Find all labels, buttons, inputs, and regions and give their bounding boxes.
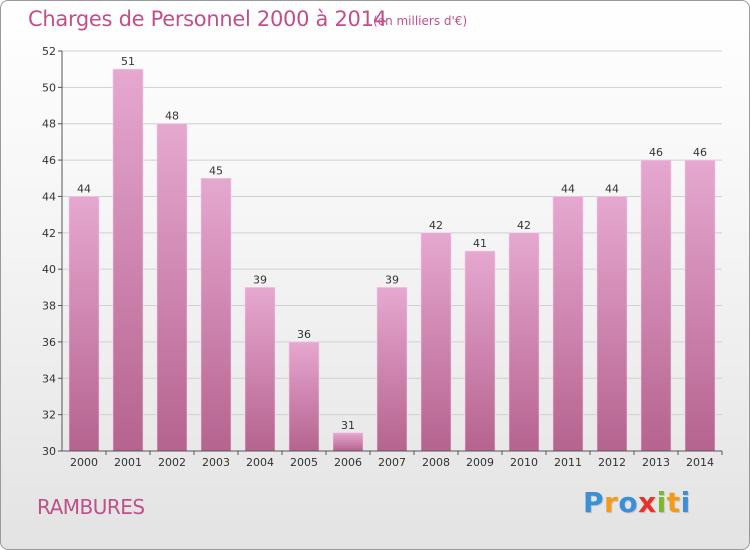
- x-tick-label: 2000: [70, 456, 98, 469]
- x-tick-label: 2009: [466, 456, 494, 469]
- data-label: 39: [385, 273, 399, 286]
- logo-letter: x: [638, 486, 657, 519]
- y-tick-label: 52: [42, 45, 56, 58]
- x-tick-label: 2002: [158, 456, 186, 469]
- x-tick-label: 2013: [642, 456, 670, 469]
- x-tick-label: 2007: [378, 456, 406, 469]
- axes: 30 32 34 36 38 40 42 44 46 48 50 52 2000 2001 2002 2003…: [42, 45, 723, 469]
- bar: [596, 196, 628, 452]
- data-label: 31: [341, 419, 355, 432]
- bar: [508, 232, 540, 452]
- bar: [332, 432, 364, 452]
- bars: [68, 68, 716, 452]
- data-label: 36: [297, 328, 311, 341]
- proxiti-logo[interactable]: Proxiti: [583, 486, 691, 519]
- data-label: 44: [77, 182, 91, 195]
- x-tick-label: 2001: [114, 456, 142, 469]
- data-label: 41: [473, 237, 487, 250]
- data-label: 46: [693, 146, 707, 159]
- bar: [156, 123, 188, 452]
- x-tick-label: 2006: [334, 456, 362, 469]
- chart-title: Charges de Personnel 2000 à 2014: [28, 7, 387, 31]
- logo-letter: i: [680, 486, 691, 519]
- y-tick-label: 46: [42, 154, 56, 167]
- bar: [112, 68, 144, 452]
- logo-letter: o: [618, 486, 639, 519]
- bar: [244, 287, 276, 452]
- logo-letter: r: [604, 486, 619, 519]
- bar: [200, 177, 232, 452]
- data-label: 45: [209, 164, 223, 177]
- data-label: 42: [429, 219, 443, 232]
- data-label: 42: [517, 219, 531, 232]
- x-tick-label: 2010: [510, 456, 538, 469]
- x-tick-label: 2012: [598, 456, 626, 469]
- x-tick-label: 2005: [290, 456, 318, 469]
- data-label: 48: [165, 110, 179, 123]
- data-label: 39: [253, 273, 267, 286]
- bar: [420, 232, 452, 452]
- bar: [464, 250, 496, 452]
- y-tick-label: 38: [42, 300, 56, 313]
- logo-letter: i: [656, 486, 667, 519]
- bar: [640, 159, 672, 452]
- logo-letter: t: [666, 486, 681, 519]
- y-tick-label: 50: [42, 81, 56, 94]
- chart-subtitle: (en milliers d'€): [373, 14, 468, 28]
- y-tick-label: 30: [42, 445, 56, 458]
- bar: [288, 341, 320, 452]
- x-tick-label: 2008: [422, 456, 450, 469]
- bar: [684, 159, 716, 452]
- y-tick-label: 34: [42, 372, 56, 385]
- bar: [68, 196, 100, 452]
- data-label: 44: [605, 182, 619, 195]
- x-tick-label: 2014: [686, 456, 714, 469]
- labels: 44 51 48 45 39 36 31 39 42 41 42 44 44 46 46: [77, 55, 707, 432]
- y-tick-label: 40: [42, 263, 56, 276]
- bar: [376, 287, 408, 452]
- data-label: 51: [121, 55, 135, 68]
- x-tick-label: 2011: [554, 456, 582, 469]
- logo-letter: P: [583, 486, 605, 519]
- y-tick-label: 44: [42, 190, 56, 203]
- y-tick-label: 36: [42, 336, 56, 349]
- data-label: 44: [561, 182, 575, 195]
- x-tick-label: 2004: [246, 456, 274, 469]
- bar: [552, 196, 584, 452]
- data-label: 46: [649, 146, 663, 159]
- x-tick-label: 2003: [202, 456, 230, 469]
- y-tick-label: 42: [42, 227, 56, 240]
- y-tick-label: 48: [42, 118, 56, 131]
- y-tick-label: 32: [42, 409, 56, 422]
- commune-name: RAMBURES: [37, 495, 145, 519]
